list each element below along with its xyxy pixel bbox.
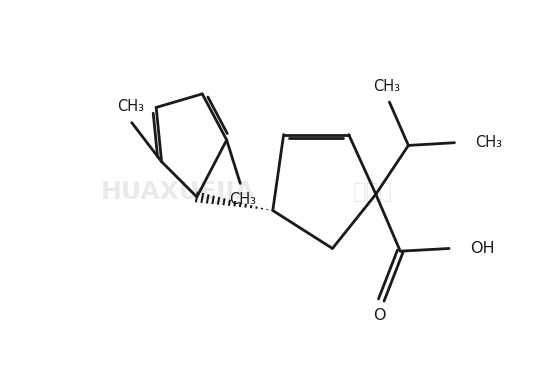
Text: O: O [374,308,386,323]
Text: 化学加: 化学加 [353,182,393,202]
Text: CH₃: CH₃ [117,99,144,114]
Text: CH₃: CH₃ [373,79,400,94]
Text: CH₃: CH₃ [475,135,502,150]
Text: CH₃: CH₃ [229,192,256,207]
Text: OH: OH [469,241,494,256]
Text: HUAXUEJIA: HUAXUEJIA [101,179,255,203]
